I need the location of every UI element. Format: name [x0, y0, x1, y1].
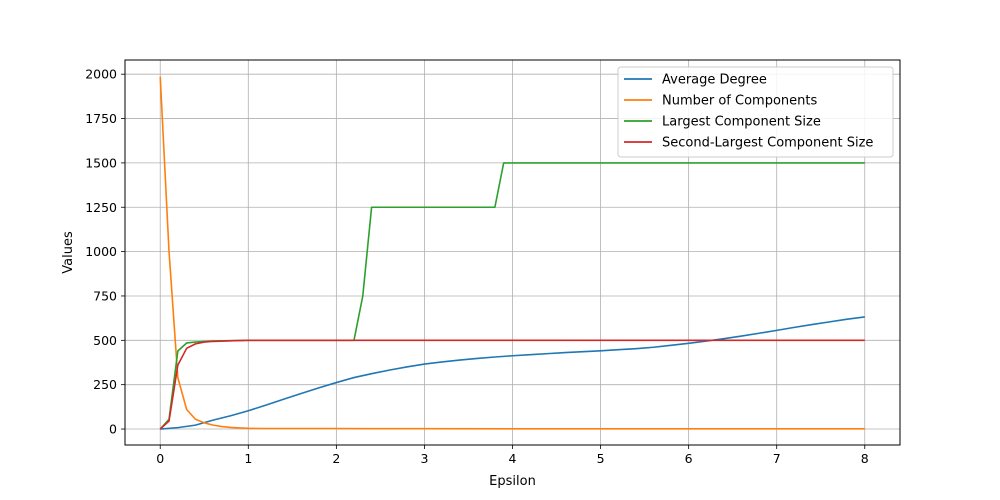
x-tick-label: 2	[332, 451, 340, 466]
y-tick-label: 1250	[85, 200, 117, 215]
y-tick-label: 2000	[85, 67, 117, 82]
y-tick-label: 1750	[85, 111, 117, 126]
legend-entry: Average Degree	[662, 73, 767, 88]
series-line-average-degree	[160, 316, 865, 430]
legend-box	[617, 66, 894, 158]
y-axis: 0 250 500 750 1000 1250 1500 1750 2000	[85, 67, 125, 437]
y-tick-label: 250	[93, 377, 117, 392]
series-line-second-largest-component-size	[159, 339, 865, 430]
x-tick-label: 1	[244, 451, 252, 466]
legend: Average Degree Number of Components Larges…	[617, 66, 894, 158]
y-tick-label: 1500	[85, 155, 117, 170]
x-tick-label: 0	[156, 451, 164, 466]
x-tick-label: 4	[509, 451, 517, 466]
y-tick-label: 0	[109, 422, 117, 437]
series-line-number-of-components	[159, 76, 865, 430]
x-tick-label: 8	[861, 451, 869, 466]
x-tick-label: 6	[685, 451, 693, 466]
x-tick-label: 7	[773, 451, 781, 466]
series-lines	[159, 76, 865, 430]
y-tick-label: 750	[93, 288, 117, 303]
legend-entry: Number of Components	[662, 94, 817, 109]
y-axis-label: Values	[61, 231, 76, 274]
x-tick-label: 3	[420, 451, 428, 466]
y-tick-label: 500	[93, 333, 117, 348]
x-tick-label: 5	[597, 451, 605, 466]
legend-entry: Second-Largest Component Size	[662, 136, 873, 151]
x-axis-label: Epsilon	[489, 474, 536, 489]
legend-entry: Largest Component Size	[662, 115, 821, 130]
y-tick-label: 1000	[85, 244, 117, 259]
x-axis: 0 1 2 3 4 5 6 7 8	[156, 445, 869, 466]
